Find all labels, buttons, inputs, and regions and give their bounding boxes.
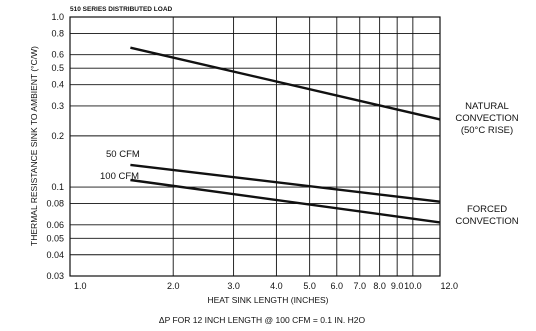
y-tick-label: 0.3: [51, 101, 64, 111]
annotation-forced-2: CONVECTION: [455, 216, 518, 227]
x-tick-label: 3.0: [227, 281, 240, 291]
100cfm-line: [130, 178, 441, 224]
50cfm-line: [130, 163, 441, 203]
x-tick-label: 9.0: [391, 281, 404, 291]
natural-convection-line: [130, 46, 441, 121]
y-tick-label: 0.2: [51, 131, 64, 141]
footnote: ΔP FOR 12 INCH LENGTH @ 100 CFM = 0.1 IN…: [159, 315, 366, 325]
x-tick-label: 5.0: [303, 281, 316, 291]
grid: [69, 16, 441, 277]
series-label-50cfm: 50 CFM: [106, 149, 140, 160]
chart-title: 510 SERIES DISTRIBUTED LOAD: [70, 6, 173, 13]
y-tick-label: 1.0: [51, 12, 64, 22]
x-tick-labels: 1.0 2.0 3.0 4.0 5.0 6.0 7.0 8.0 9.0 10.0 12.0: [74, 281, 458, 291]
x-axis-label: HEAT SINK LENGTH (INCHES): [207, 295, 328, 305]
y-tick-label: 0.5: [51, 63, 64, 73]
annotation-forced-1: FORCED: [467, 204, 507, 215]
series-label-100cfm: 100 CFM: [100, 171, 139, 182]
y-tick-label: 0.6: [51, 50, 64, 60]
y-tick-label: 0.8: [51, 28, 64, 38]
y-axis-label: THERMAL RESISTANCE SINK TO AMBIENT (°C/W…: [29, 46, 39, 246]
plot-frame: [69, 16, 441, 277]
y-tick-label: 0.04: [46, 250, 64, 260]
y-tick-label: 0.03: [46, 271, 64, 281]
x-tick-label: 10.0: [404, 281, 422, 291]
y-tick-label: 0.4: [51, 80, 64, 90]
annotation-natural-2: CONVECTION: [455, 113, 518, 124]
x-tick-label: 7.0: [353, 281, 366, 291]
annotation-natural-1: NATURAL: [465, 101, 509, 112]
x-tick-label: 8.0: [373, 281, 386, 291]
x-tick-label: 12.0: [440, 281, 458, 291]
y-tick-label: 0.08: [46, 199, 64, 209]
x-tick-label: 4.0: [270, 281, 283, 291]
annotation-natural-3: (50°C RISE): [461, 125, 513, 136]
y-tick-label: 0.1: [51, 182, 64, 192]
data-lines: [130, 46, 441, 224]
y-tick-label: 0.05: [46, 233, 64, 243]
x-tick-label: 1.0: [74, 281, 87, 291]
x-tick-label: 2.0: [167, 281, 180, 291]
x-tick-label: 6.0: [331, 281, 344, 291]
y-tick-labels: 1.0 0.8 0.6 0.5 0.4 0.3 0.2 0.1 0.08 0.06 0.05 0.04…: [46, 12, 64, 281]
y-tick-label: 0.06: [46, 220, 64, 230]
